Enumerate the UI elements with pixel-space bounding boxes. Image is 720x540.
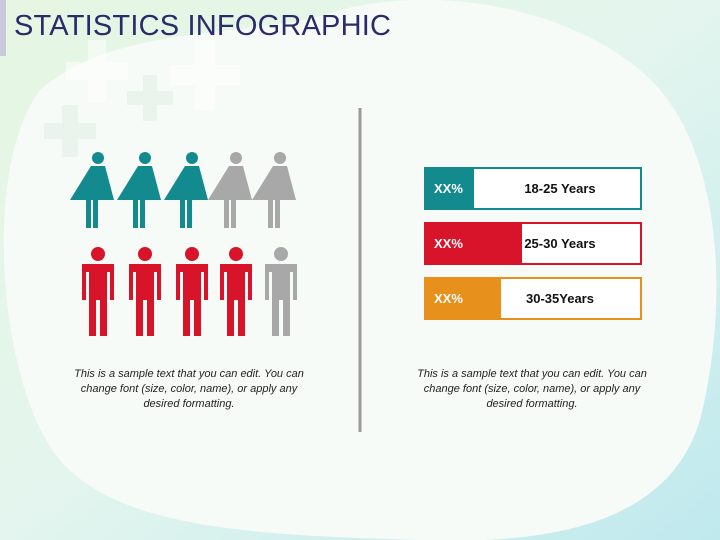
bar-fill bbox=[426, 224, 522, 263]
bar-label: 18-25 Years bbox=[524, 181, 596, 196]
bar-value: XX% bbox=[434, 181, 463, 196]
age-bar: XX% 18-25 Years bbox=[424, 167, 642, 210]
left-caption: This is a sample text that you can edit.… bbox=[74, 368, 304, 410]
bar-fill bbox=[426, 169, 474, 208]
bar-label: 25-30 Years bbox=[524, 236, 596, 251]
title: STATISTICS INFOGRAPHIC bbox=[14, 10, 392, 42]
bar-value: XX% bbox=[434, 236, 463, 251]
bar-label: 30-35Years bbox=[526, 291, 594, 306]
bar-value: XX% bbox=[434, 291, 463, 306]
age-bar: XX% 30-35Years bbox=[424, 277, 642, 320]
age-bar: XX% 25-30 Years bbox=[424, 222, 642, 265]
right-caption: This is a sample text that you can edit.… bbox=[417, 368, 647, 410]
bar-fill bbox=[426, 279, 501, 318]
